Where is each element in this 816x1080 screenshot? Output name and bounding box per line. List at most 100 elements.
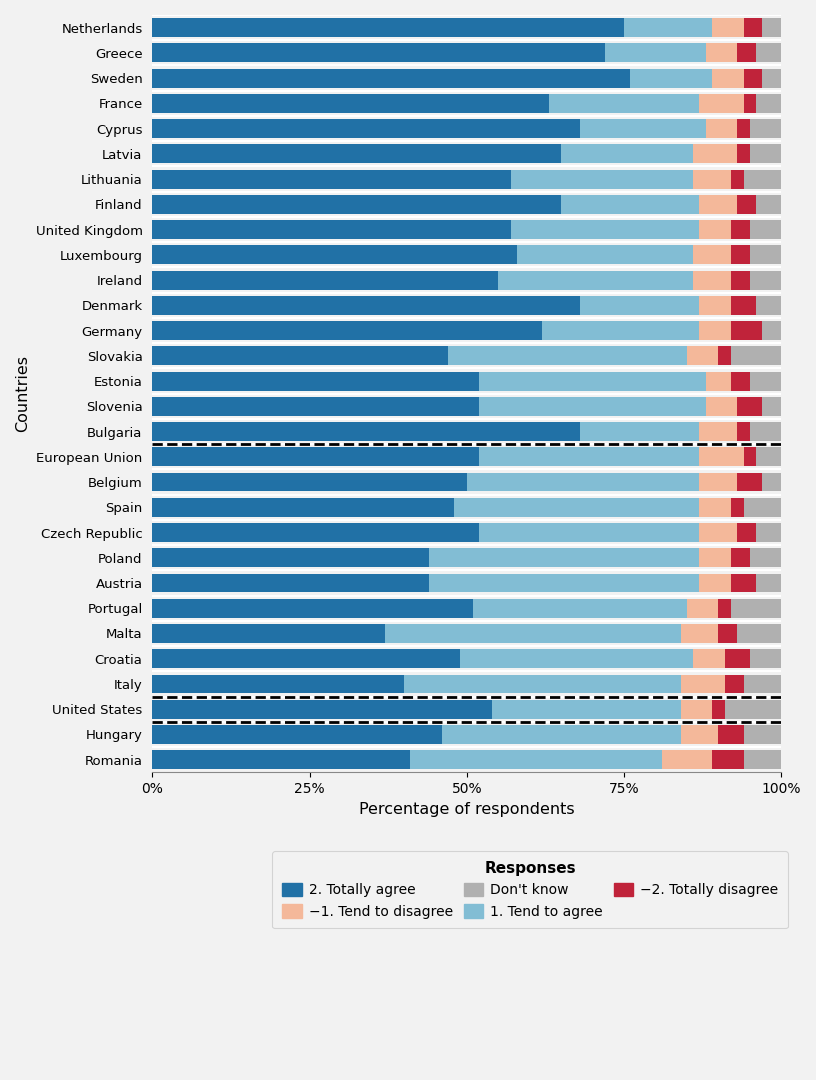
Bar [756, 43, 781, 63]
Bar [750, 145, 781, 163]
Bar [731, 372, 750, 391]
Bar [153, 94, 548, 112]
Bar [699, 194, 737, 214]
Bar [441, 725, 681, 744]
Bar [694, 170, 731, 189]
Bar [153, 549, 429, 567]
Bar [153, 725, 441, 744]
Bar [750, 549, 781, 567]
Bar [756, 523, 781, 542]
Bar [731, 170, 743, 189]
Bar [499, 271, 694, 289]
Bar [561, 194, 699, 214]
Bar [725, 675, 743, 693]
Bar [699, 573, 731, 593]
Bar [153, 245, 517, 265]
Bar [404, 675, 681, 693]
Bar [153, 396, 479, 416]
Bar [694, 145, 737, 163]
Bar [762, 69, 781, 87]
Bar [737, 396, 762, 416]
Bar [543, 321, 699, 340]
Bar [153, 473, 467, 491]
Bar [756, 296, 781, 314]
Bar [605, 43, 706, 63]
Bar [743, 751, 781, 769]
Bar [743, 18, 762, 37]
Bar [731, 573, 756, 593]
Bar [479, 447, 699, 467]
Bar [153, 675, 404, 693]
Bar [699, 549, 731, 567]
Bar [718, 347, 731, 365]
Bar [153, 372, 479, 391]
Bar [718, 725, 743, 744]
Bar [731, 321, 762, 340]
Bar [153, 296, 580, 314]
Bar [694, 245, 731, 265]
Bar [699, 498, 731, 516]
Bar [731, 498, 743, 516]
Bar [699, 321, 731, 340]
Bar [153, 649, 460, 669]
Bar [410, 751, 662, 769]
Bar [681, 700, 712, 718]
Bar [580, 296, 699, 314]
Bar [699, 523, 737, 542]
Bar [756, 447, 781, 467]
Bar [737, 624, 781, 643]
Bar [153, 573, 429, 593]
Bar [743, 170, 781, 189]
Bar [737, 145, 750, 163]
Bar [762, 18, 781, 37]
Bar [467, 473, 699, 491]
Bar [699, 296, 731, 314]
Bar [706, 43, 737, 63]
Bar [460, 649, 694, 669]
Bar [756, 194, 781, 214]
Bar [429, 549, 699, 567]
Bar [699, 220, 731, 239]
Bar [153, 194, 561, 214]
Bar [718, 624, 737, 643]
Bar [699, 422, 737, 441]
Bar [448, 347, 687, 365]
Bar [725, 700, 781, 718]
Bar [153, 321, 543, 340]
Bar [718, 598, 731, 618]
Bar [687, 347, 718, 365]
Bar [731, 245, 750, 265]
Bar [681, 675, 725, 693]
Bar [731, 220, 750, 239]
Bar [712, 751, 743, 769]
Bar [750, 422, 781, 441]
Bar [694, 649, 725, 669]
Bar [511, 220, 699, 239]
Bar [385, 624, 681, 643]
Bar [737, 119, 750, 138]
Bar [737, 43, 756, 63]
Bar [455, 498, 699, 516]
Bar [750, 220, 781, 239]
Bar [743, 725, 781, 744]
Bar [153, 271, 499, 289]
Bar [153, 447, 479, 467]
Bar [699, 473, 737, 491]
Bar [153, 43, 605, 63]
Bar [737, 422, 750, 441]
Bar [624, 18, 712, 37]
Bar [153, 498, 455, 516]
Bar [630, 69, 712, 87]
Bar [706, 396, 737, 416]
Bar [737, 473, 762, 491]
Bar [750, 119, 781, 138]
Bar [153, 422, 580, 441]
Bar [517, 245, 694, 265]
Bar [153, 18, 624, 37]
Bar [743, 498, 781, 516]
Bar [712, 700, 725, 718]
Y-axis label: Countries: Countries [15, 355, 30, 432]
Bar [762, 396, 781, 416]
Bar [153, 145, 561, 163]
Bar [511, 170, 694, 189]
